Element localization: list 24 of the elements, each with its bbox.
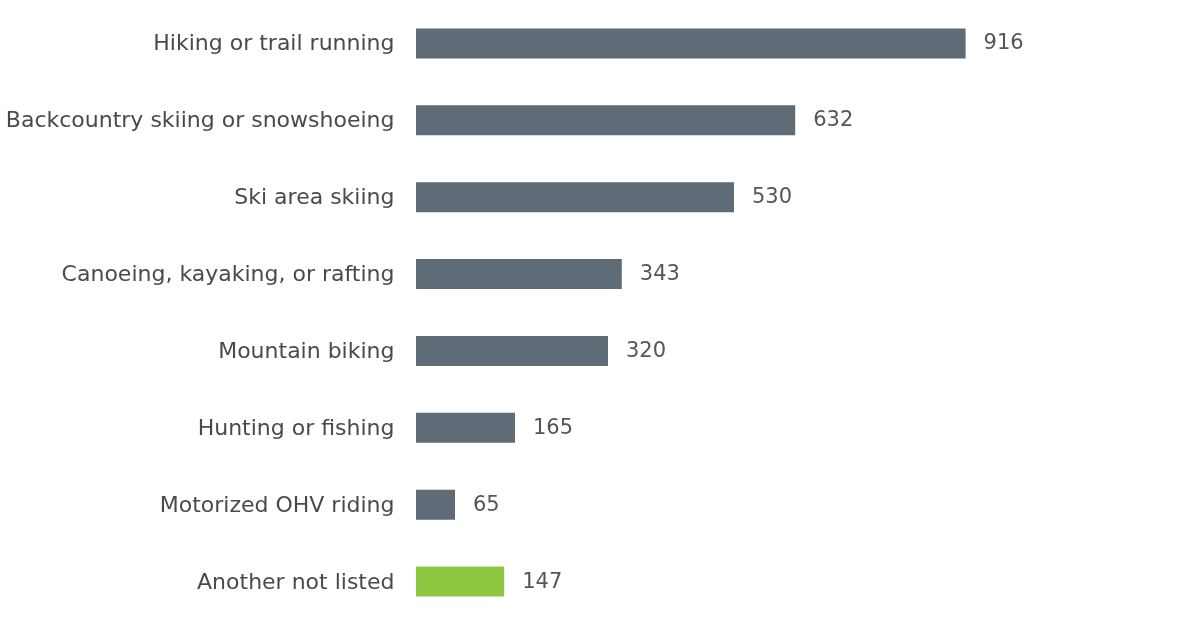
bar: [416, 566, 505, 597]
bar: [416, 105, 796, 136]
y-tick-label: Backcountry skiing or snowshoeing: [5, 107, 395, 133]
data-label: 65: [473, 491, 500, 516]
data-label: 343: [639, 261, 680, 286]
data-label: 320: [626, 337, 667, 362]
bar: [416, 182, 734, 213]
bar: [416, 259, 622, 290]
y-tick-label: Motorized OHV riding: [159, 491, 395, 517]
data-label: 530: [752, 184, 793, 209]
y-tick-label: Hunting or fishing: [197, 414, 395, 440]
y-tick-label: Ski area skiing: [234, 184, 395, 210]
bar: [416, 489, 455, 520]
y-tick-label: Canoeing, kayaking, or rafting: [61, 261, 395, 287]
bar: [416, 28, 966, 59]
bar: [416, 335, 608, 366]
y-tick-label: Mountain biking: [218, 337, 395, 363]
data-label: 632: [813, 107, 854, 132]
bar: [416, 412, 515, 443]
data-label: 165: [533, 414, 574, 439]
y-tick-label: Hiking or trail running: [153, 30, 395, 56]
y-tick-label: Another not listed: [197, 568, 395, 594]
data-label: 916: [983, 30, 1024, 55]
data-label: 147: [522, 568, 563, 593]
